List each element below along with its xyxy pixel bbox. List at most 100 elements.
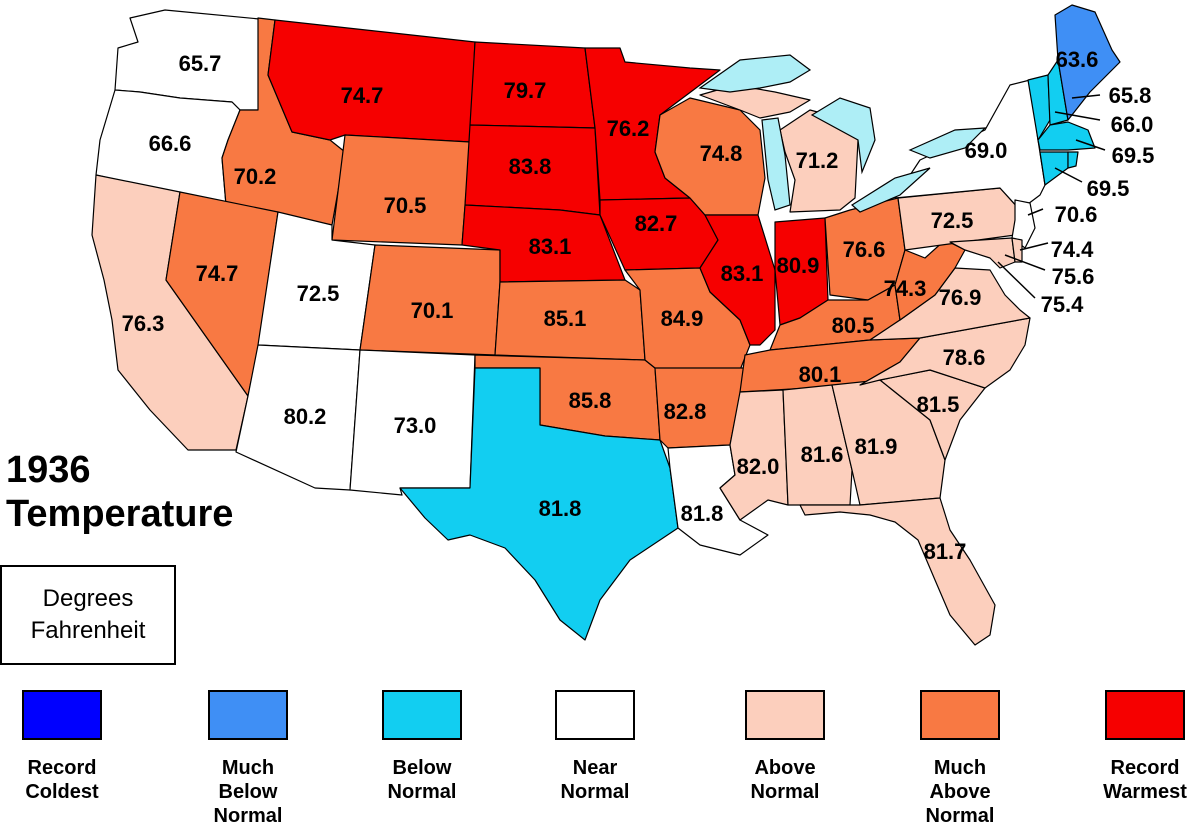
legend-item-record-warmest: Record Warmest bbox=[1070, 690, 1200, 804]
lake-huron bbox=[810, 97, 876, 175]
state-value-nm: 73.0 bbox=[394, 413, 437, 438]
legend-label-line: Much bbox=[933, 757, 987, 779]
state-value-nc: 78.6 bbox=[943, 345, 986, 370]
state-value-wa: 65.7 bbox=[179, 51, 222, 76]
legend-label-line: Coldest bbox=[25, 781, 99, 803]
state-value-ny: 69.0 bbox=[965, 138, 1008, 163]
state-value-pa: 72.5 bbox=[931, 208, 974, 233]
legend-label: Much Above Normal bbox=[885, 756, 1035, 828]
state-value-in: 80.9 bbox=[777, 253, 820, 278]
legend-label: Near Normal bbox=[520, 756, 670, 804]
state-value-tx: 81.8 bbox=[539, 496, 582, 521]
legend-label-line: Near bbox=[572, 757, 618, 779]
legend-label: Above Normal bbox=[710, 756, 860, 804]
legend-label: Record Coldest bbox=[0, 756, 137, 804]
state-value-ma: 69.5 bbox=[1112, 143, 1155, 168]
lake-michigan bbox=[761, 117, 791, 211]
state-value-ok: 85.8 bbox=[569, 388, 612, 413]
state-value-sc: 81.5 bbox=[917, 392, 960, 417]
legend-item-below: Below Normal bbox=[347, 690, 497, 804]
legend-label: Below Normal bbox=[347, 756, 497, 804]
state-value-ms: 82.0 bbox=[737, 454, 780, 479]
state-me[interactable] bbox=[1054, 4, 1121, 121]
state-nc[interactable] bbox=[859, 317, 1031, 389]
legend-label-line: Below bbox=[218, 781, 278, 803]
state-fl[interactable] bbox=[799, 497, 996, 646]
state-value-va: 76.9 bbox=[939, 285, 982, 310]
state-value-wv: 74.3 bbox=[884, 276, 927, 301]
state-value-wi: 74.8 bbox=[700, 141, 743, 166]
state-value-ne: 83.1 bbox=[529, 234, 572, 259]
lake-superior bbox=[698, 54, 812, 93]
state-value-vt: 66.0 bbox=[1111, 112, 1154, 137]
legend-label: Much Below Normal bbox=[173, 756, 323, 828]
legend-label-line: Above bbox=[754, 757, 816, 779]
legend-label-line: Below bbox=[392, 757, 452, 779]
state-value-mt: 74.7 bbox=[341, 83, 384, 108]
legend-label-line: Normal bbox=[925, 805, 995, 827]
state-value-tn: 80.1 bbox=[799, 362, 842, 387]
state-value-nv: 74.7 bbox=[196, 261, 239, 286]
legend-label-line: Warmest bbox=[1103, 781, 1187, 803]
state-value-ia: 82.7 bbox=[635, 211, 678, 236]
map-title: 1936 Temperature bbox=[6, 448, 233, 536]
state-value-md: 75.6 bbox=[1052, 264, 1095, 289]
state-value-id: 70.2 bbox=[234, 164, 277, 189]
leader-lines bbox=[997, 94, 1106, 299]
state-value-ut: 72.5 bbox=[297, 281, 340, 306]
state-ct[interactable] bbox=[1039, 151, 1069, 186]
legend-swatch bbox=[1105, 690, 1185, 740]
legend-label-line: Record bbox=[1110, 757, 1180, 779]
legend-label-line: Record bbox=[27, 757, 97, 779]
state-value-sd: 83.8 bbox=[509, 154, 552, 179]
lake-erie bbox=[850, 167, 931, 213]
state-value-mo: 84.9 bbox=[661, 306, 704, 331]
state-mt[interactable] bbox=[267, 19, 476, 143]
state-value-ks: 85.1 bbox=[544, 306, 587, 331]
state-value-ar: 82.8 bbox=[664, 399, 707, 424]
state-value-ky: 80.5 bbox=[832, 313, 875, 338]
legend-item-record-coldest: Record Coldest bbox=[0, 690, 137, 804]
state-ri[interactable] bbox=[1067, 151, 1079, 169]
legend-swatch bbox=[920, 690, 1000, 740]
state-il[interactable] bbox=[699, 214, 776, 346]
title-subtitle: Temperature bbox=[6, 493, 234, 535]
legend-label-line: Above bbox=[929, 781, 991, 803]
lake-ontario bbox=[908, 127, 987, 159]
state-value-al: 81.6 bbox=[801, 442, 844, 467]
state-value-dc: 75.4 bbox=[1041, 292, 1085, 317]
legend-label-line: Normal bbox=[560, 781, 630, 803]
legend-label-line: Normal bbox=[213, 805, 283, 827]
legend-label-line: Normal bbox=[750, 781, 820, 803]
state-value-wy: 70.5 bbox=[384, 193, 427, 218]
state-value-mi: 71.2 bbox=[796, 148, 839, 173]
state-value-la: 81.8 bbox=[681, 501, 724, 526]
legend-item-much-below: Much Below Normal bbox=[173, 690, 323, 828]
legend-label-line: Much bbox=[221, 757, 275, 779]
units-line2: Fahrenheit bbox=[30, 617, 146, 644]
legend-swatch bbox=[208, 690, 288, 740]
title-year: 1936 bbox=[6, 449, 91, 491]
legend-swatch bbox=[382, 690, 462, 740]
state-value-nd: 79.7 bbox=[504, 78, 547, 103]
state-wy[interactable] bbox=[331, 134, 471, 246]
state-value-mn: 76.2 bbox=[607, 116, 650, 141]
state-value-co: 70.1 bbox=[411, 298, 454, 323]
legend-item-much-above: Much Above Normal bbox=[885, 690, 1035, 828]
legend: Record Coldest Much Below Normal Below Normal N… bbox=[0, 690, 1200, 831]
units-box: Degrees Fahrenheit bbox=[0, 565, 176, 665]
state-value-ca: 76.3 bbox=[122, 311, 165, 336]
units-line1: Degrees bbox=[42, 585, 134, 612]
state-value-oh: 76.6 bbox=[843, 237, 886, 262]
state-value-ga: 81.9 bbox=[855, 434, 898, 459]
state-ma[interactable] bbox=[1037, 121, 1096, 151]
state-tx[interactable] bbox=[399, 367, 679, 641]
legend-item-near: Near Normal bbox=[520, 690, 670, 804]
legend-swatch bbox=[22, 690, 102, 740]
state-value-fl: 81.7 bbox=[924, 539, 967, 564]
legend-item-above: Above Normal bbox=[710, 690, 860, 804]
state-value-az: 80.2 bbox=[284, 404, 327, 429]
legend-swatch bbox=[745, 690, 825, 740]
state-value-il: 83.1 bbox=[721, 261, 764, 286]
